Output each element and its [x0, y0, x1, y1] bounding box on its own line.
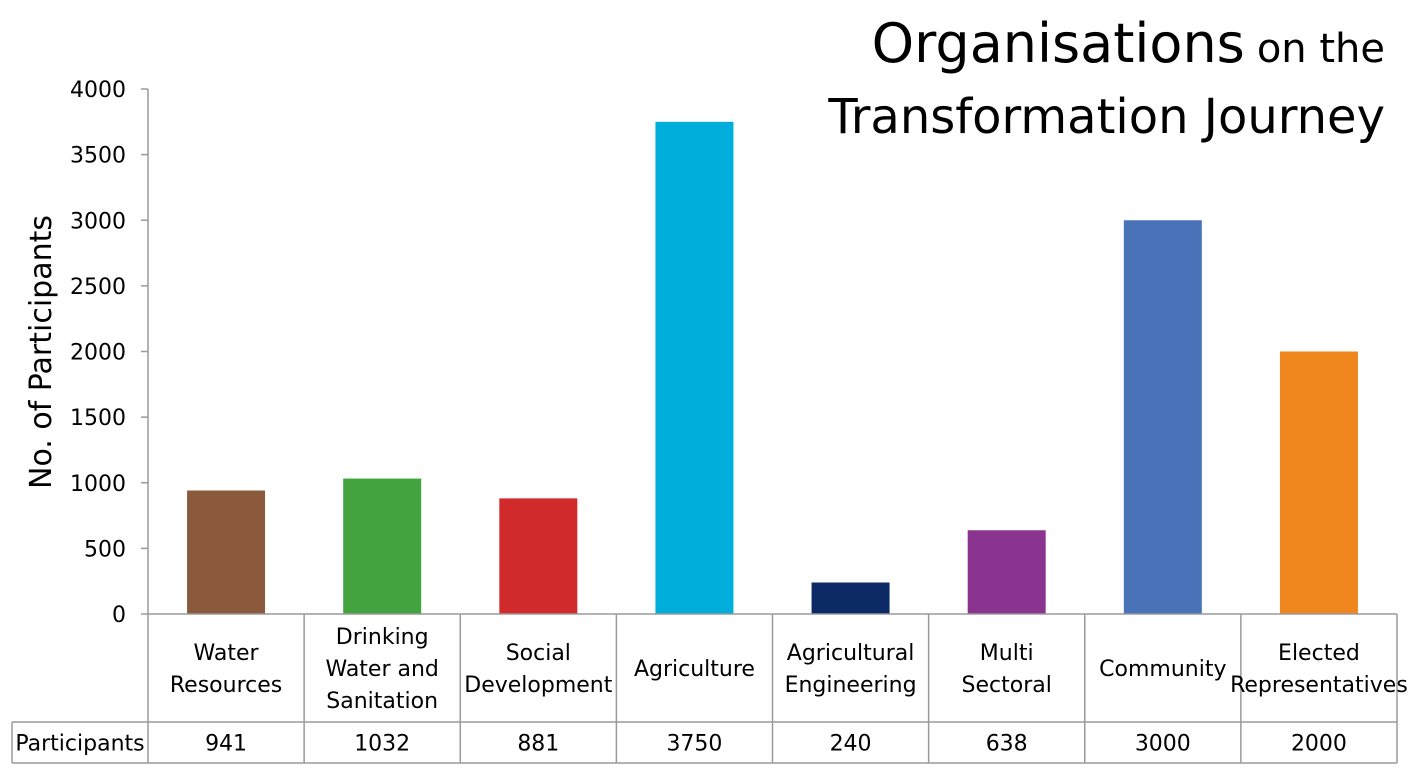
y-tick-label: 500: [84, 537, 126, 562]
table-value: 2000: [1291, 732, 1347, 757]
y-tick-label: 3500: [70, 144, 126, 169]
table-value: 881: [517, 732, 559, 757]
bars: [187, 121, 1358, 614]
table-value: 941: [205, 732, 247, 757]
category-label: Drinking Water and Sanitation: [325, 625, 438, 714]
table-value: 3750: [666, 732, 722, 757]
y-tick-label: 1000: [70, 472, 126, 497]
y-tick-label: 2000: [70, 341, 126, 366]
bar: [811, 582, 890, 614]
table-value: 240: [830, 732, 872, 757]
bar: [343, 478, 422, 614]
chart-title-main: Organisations: [872, 12, 1245, 75]
y-tick-label: 4000: [70, 78, 126, 103]
bar: [1123, 220, 1202, 614]
y-tick-label: 2500: [70, 275, 126, 300]
table-value: 638: [986, 732, 1028, 757]
table-value: 1032: [354, 732, 410, 757]
chart-title-line-2: Transformation Journey: [827, 89, 1385, 145]
category-label: Multi Sectoral: [962, 641, 1052, 698]
category-label: Water Resources: [170, 641, 282, 698]
y-axis-label-group: No. of Participants: [24, 215, 59, 489]
y-tick-label: 1500: [70, 406, 126, 431]
bar: [187, 490, 266, 614]
table-row-label: Participants: [15, 732, 144, 757]
chart-title: Organisations on the Transformation Journe…: [827, 12, 1385, 145]
y-tick-label: 0: [112, 603, 126, 628]
category-label: Elected Representatives: [1230, 641, 1408, 698]
category-label: Social Development: [464, 641, 612, 698]
table-value: 3000: [1135, 732, 1191, 757]
y-tick-label: 3000: [70, 209, 126, 234]
y-axis: 0 500 1000 1500 2000 2500 3000 3500 4000: [70, 78, 149, 628]
bar: [499, 498, 578, 614]
data-table: Water Resources Drinking Water and Sanitatio…: [11, 613, 1408, 764]
chart-title-suffix: on the: [1257, 26, 1385, 72]
bar: [655, 121, 734, 614]
y-axis-label: No. of Participants: [24, 215, 59, 489]
bar: [1279, 351, 1358, 614]
category-label: Community: [1099, 657, 1226, 682]
bar: [967, 530, 1046, 614]
category-label: Agricultural Engineering: [785, 641, 917, 698]
category-label: Agriculture: [634, 657, 755, 682]
chart-title-line-1: Organisations on the: [872, 12, 1385, 75]
